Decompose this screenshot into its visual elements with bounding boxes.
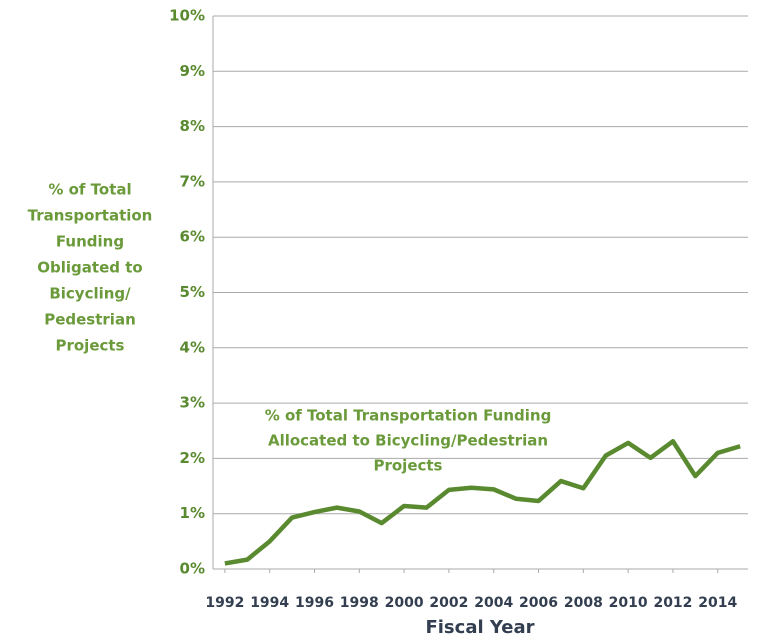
annotation: % of Total Transportation Funding [265,407,552,425]
y-tick-label: 1% [180,504,205,522]
y-tick-label: 7% [180,172,205,190]
x-tick-label: 2006 [519,595,558,611]
y-tick-label: 9% [180,62,205,80]
y-axis-label: Transportation [28,207,153,225]
y-tick-label: 5% [180,283,205,301]
annotation: Projects [373,457,442,475]
data-line [224,439,741,566]
y-tick-label: 0% [180,560,205,578]
y-axis-label: % of Total [48,181,131,199]
y-tick-label: 2% [180,449,205,467]
y-tick-label: 3% [180,394,205,412]
y-tick-label: 10% [169,7,205,25]
x-tick-label: 1998 [340,595,379,611]
y-axis-label: Projects [55,337,124,355]
y-tick-label: 4% [180,338,205,356]
x-tick-label: 1994 [250,595,289,611]
x-tick-label: 2000 [385,595,424,611]
annotation: Allocated to Bicycling/Pedestrian [268,432,548,450]
x-tick-label: 1992 [205,595,244,611]
x-tick-label: 2012 [653,595,692,611]
x-tick-label: 2010 [609,595,648,611]
x-tick-label: 2008 [564,595,603,611]
y-axis-label: Pedestrian [44,311,136,329]
y-axis-label: Bicycling/ [49,285,131,303]
x-tick-label: 1996 [295,595,334,611]
y-tick-label: 8% [180,117,205,135]
x-tick-label: 2002 [429,595,468,611]
x-tick-label: 2004 [474,595,513,611]
x-tick-label: 2014 [698,595,737,611]
x-axis-label: Fiscal Year [425,617,534,638]
y-tick-label: 6% [180,228,205,246]
y-axis-label: Funding [56,233,124,251]
y-axis-label: Obligated to [37,259,142,277]
